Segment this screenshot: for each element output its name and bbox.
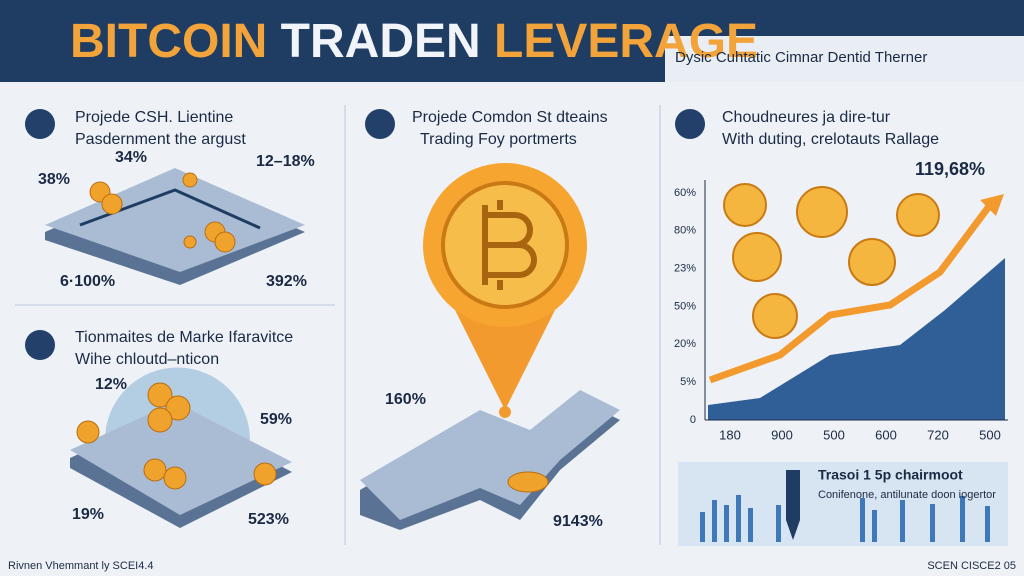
coins (76, 382, 277, 490)
y-axis-label: 50% (674, 300, 696, 312)
icon (365, 109, 395, 139)
panel-title: Pasdernment the argust (75, 131, 246, 148)
platform (360, 390, 620, 520)
icon (25, 109, 55, 139)
footer-left: Rivnen Vhemmant ly SCEI4.4 (8, 560, 154, 572)
subtitle: Dysic Cuhtatic Cimnar Dentid Therner (675, 49, 927, 66)
title-part: TRADEN (281, 15, 481, 68)
panel-title: Choudneures ja dire-tur (722, 109, 891, 126)
panel-title: Projede Comdon St dteains (412, 109, 608, 126)
inset-subtitle: Conifenone, antilunate doon iogertor (818, 489, 996, 501)
area (708, 258, 1005, 420)
label: 12–18% (256, 153, 315, 170)
panel-title: Projede CSH. Lientine (75, 109, 233, 126)
coin (507, 471, 549, 493)
annotation: 119,68% (915, 159, 985, 179)
coins (89, 172, 236, 253)
label: 19% (72, 506, 104, 523)
panel-title: Trading Foy portmerts (420, 131, 577, 148)
title-part: LEVERAGE (494, 15, 758, 68)
x-axis-label: 500 (979, 427, 1001, 442)
y-axis-label: 20% (674, 338, 696, 350)
inset-bars (700, 495, 990, 542)
y-axis-label: 0 (690, 414, 696, 426)
x-axis-label: 500 (823, 427, 845, 442)
inset-box (678, 462, 1008, 546)
x-axis-label: 900 (771, 427, 793, 442)
platform (70, 402, 292, 515)
y-axis-label: 60% (674, 187, 696, 199)
y-axis-label: 5% (680, 376, 696, 388)
trend-line (708, 202, 993, 384)
arrow-head (980, 194, 1004, 216)
y-axis-label: 23% (674, 263, 696, 275)
x-axis-labels: 180 900 500 600 720 500 (719, 427, 1001, 442)
label: 9143% (553, 513, 603, 530)
label: 523% (248, 511, 289, 528)
x-axis-label: 180 (719, 427, 741, 442)
icon (25, 330, 55, 360)
x-axis-label: 600 (875, 427, 897, 442)
panel-title: With duting, crelotauts Rallage (722, 131, 939, 148)
title-part: BITCOIN (70, 15, 267, 68)
coins (723, 183, 940, 339)
label: 34% (115, 149, 147, 166)
panel-title: Wihe chloutd–nticon (75, 351, 219, 368)
inset-pin (786, 470, 800, 540)
y-axis-labels: 60% 80% 23% 50% 20% 5% 0 (674, 187, 696, 426)
label: 392% (266, 273, 307, 290)
label: 160% (385, 391, 426, 408)
label: 38% (38, 171, 70, 188)
inset-title: Trasoi 1 5p chairmoot (818, 467, 963, 483)
y-axis-label: 80% (674, 225, 696, 237)
x-axis-label: 720 (927, 427, 949, 442)
title: BITCOIN TRADEN LEVERAGE (70, 15, 758, 68)
coin-symbol (482, 200, 537, 290)
label: 6·100% (60, 273, 115, 290)
icon (675, 109, 705, 139)
label: 59% (260, 411, 292, 428)
pin-dot (499, 406, 511, 418)
footer-right: SCEN CISCE2 05 (927, 560, 1016, 572)
subtitle-box (665, 36, 1024, 82)
platform (45, 168, 305, 272)
panel-title: Tionmaites de Marke Ifaravitce (75, 329, 293, 346)
label: 12% (95, 376, 127, 393)
